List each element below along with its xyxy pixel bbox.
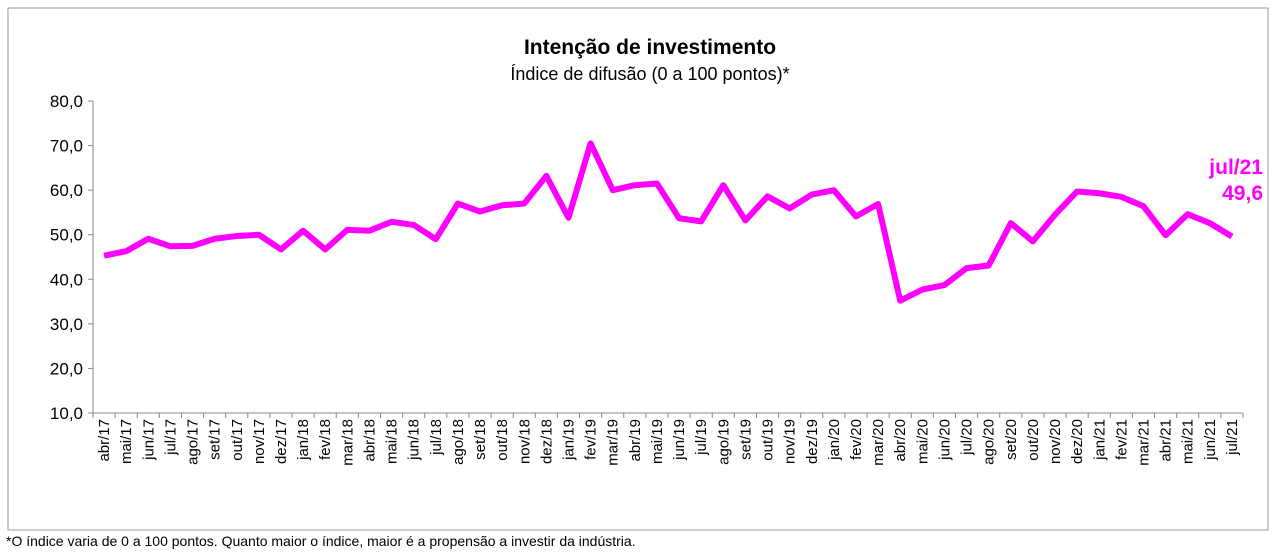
annotation: jul/21 (1208, 156, 1263, 179)
x-tick-label: fev/20 (848, 419, 865, 460)
x-tick-label: jan/18 (295, 419, 312, 461)
x-tick-label: mai/20 (914, 419, 931, 464)
x-tick-label: nov/20 (1047, 419, 1064, 464)
x-tick-label: dez/20 (1069, 419, 1086, 464)
y-tick-label: 20,0 (50, 359, 83, 378)
x-tick-label: out/17 (229, 419, 246, 461)
x-tick-label: mar/20 (870, 419, 887, 466)
x-tick-label: ago/18 (450, 419, 467, 465)
x-tick-label: abr/21 (1158, 419, 1175, 462)
x-tick-label: out/19 (760, 419, 777, 461)
x-tick-label: jun/20 (936, 419, 953, 461)
x-tick-label: abr/19 (627, 419, 644, 462)
chart-frame (7, 7, 1269, 531)
x-tick-label: out/20 (1025, 419, 1042, 461)
value-label: 49,6 (1222, 182, 1263, 205)
x-tick-label: mai/19 (649, 419, 666, 464)
x-tick-label: nov/19 (782, 419, 799, 464)
x-tick-label: fev/21 (1113, 419, 1130, 460)
x-tick-label: jun/17 (140, 419, 157, 461)
y-tick-label: 80,0 (50, 92, 83, 111)
y-tick-label: 60,0 (50, 181, 83, 200)
x-tick-label: set/20 (1003, 419, 1020, 460)
x-tick-label: set/17 (207, 419, 224, 460)
x-tick-label: fev/19 (583, 419, 600, 460)
x-tick-label: jun/19 (671, 419, 688, 461)
y-tick-label: 40,0 (50, 270, 83, 289)
x-tick-label: jun/18 (406, 419, 423, 461)
x-tick-label: abr/18 (361, 419, 378, 462)
x-tick-label: dez/19 (804, 419, 821, 464)
x-tick-label: jul/20 (959, 419, 976, 456)
x-tick-label: dez/17 (273, 419, 290, 464)
x-tick-label: mar/18 (339, 419, 356, 466)
chart-subtitle: Índice de difusão (0 a 100 pontos)* (510, 64, 789, 84)
y-tick-label: 50,0 (50, 226, 83, 245)
x-tick-label: jan/20 (826, 419, 843, 461)
series-line (103, 140, 1234, 304)
x-tick-label: jul/18 (428, 419, 445, 456)
x-tick-label: out/18 (494, 419, 511, 461)
x-tick-label: nov/17 (251, 419, 268, 464)
footnote: *O índice varia de 0 a 100 pontos. Quant… (6, 533, 636, 549)
y-tick-label: 10,0 (50, 404, 83, 423)
x-tick-label: fev/18 (317, 419, 334, 460)
x-tick-label: jul/19 (693, 419, 710, 456)
x-tick-label: jun/21 (1202, 419, 1219, 461)
x-tick-label: abr/20 (892, 419, 909, 462)
x-tick-label: jan/21 (1091, 419, 1108, 461)
x-tick-label: mai/17 (118, 419, 135, 464)
x-tick-label: ago/19 (715, 419, 732, 465)
x-tick-label: mar/19 (605, 419, 622, 466)
x-tick-label: set/18 (472, 419, 489, 460)
x-tick-label: mar/21 (1135, 419, 1152, 466)
y-tick-label: 30,0 (50, 315, 83, 334)
x-tick-label: mai/18 (384, 419, 401, 464)
x-tick-label: mai/21 (1180, 419, 1197, 464)
x-tick-label: jul/17 (162, 419, 179, 456)
x-tick-label: nov/18 (516, 419, 533, 464)
y-tick-label: 70,0 (50, 137, 83, 156)
chart-title: Intenção de investimento (524, 36, 776, 59)
x-tick-label: dez/18 (538, 419, 555, 464)
x-tick-label: set/19 (737, 419, 754, 460)
x-tick-label: jan/19 (560, 419, 577, 461)
x-tick-label: ago/20 (981, 419, 998, 465)
x-tick-label: jul/21 (1224, 419, 1241, 456)
x-tick-label: abr/17 (96, 419, 113, 462)
x-tick-label: ago/17 (185, 419, 202, 465)
